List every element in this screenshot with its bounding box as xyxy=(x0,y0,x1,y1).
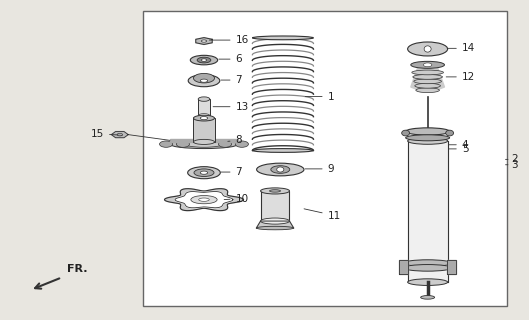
Ellipse shape xyxy=(188,75,220,87)
Ellipse shape xyxy=(200,116,208,120)
Ellipse shape xyxy=(194,115,214,121)
Ellipse shape xyxy=(200,171,208,174)
Text: 10: 10 xyxy=(224,194,249,204)
Text: 5: 5 xyxy=(449,144,469,154)
Ellipse shape xyxy=(252,148,314,152)
Ellipse shape xyxy=(261,218,289,224)
Ellipse shape xyxy=(402,130,409,136)
Ellipse shape xyxy=(202,40,207,42)
Ellipse shape xyxy=(198,114,210,117)
Text: 7: 7 xyxy=(221,167,242,177)
Polygon shape xyxy=(411,67,444,90)
Bar xyxy=(194,118,214,142)
Ellipse shape xyxy=(194,140,214,144)
Ellipse shape xyxy=(406,135,450,141)
Ellipse shape xyxy=(200,79,208,82)
Ellipse shape xyxy=(269,190,280,192)
Ellipse shape xyxy=(197,57,211,63)
Text: 4: 4 xyxy=(449,140,469,150)
Ellipse shape xyxy=(188,167,220,179)
Ellipse shape xyxy=(277,167,284,172)
Ellipse shape xyxy=(408,42,448,56)
Ellipse shape xyxy=(160,141,172,147)
Polygon shape xyxy=(170,139,238,142)
Ellipse shape xyxy=(252,36,314,40)
Bar xyxy=(261,191,289,221)
Polygon shape xyxy=(165,189,243,211)
Text: 11: 11 xyxy=(304,209,341,220)
Bar xyxy=(198,99,210,116)
Text: FR.: FR. xyxy=(67,264,88,274)
Ellipse shape xyxy=(404,260,452,267)
Polygon shape xyxy=(448,260,456,274)
Ellipse shape xyxy=(404,265,452,271)
Ellipse shape xyxy=(176,141,189,147)
Text: 3: 3 xyxy=(506,160,517,170)
Text: 16: 16 xyxy=(209,35,249,45)
Ellipse shape xyxy=(408,138,448,144)
Text: 13: 13 xyxy=(213,102,249,112)
Text: 7: 7 xyxy=(221,75,242,85)
Ellipse shape xyxy=(257,163,304,176)
Ellipse shape xyxy=(414,79,441,84)
Ellipse shape xyxy=(413,75,442,79)
Text: 12: 12 xyxy=(446,72,475,82)
Text: 8: 8 xyxy=(228,135,242,145)
Ellipse shape xyxy=(194,73,214,83)
Polygon shape xyxy=(196,38,212,44)
Ellipse shape xyxy=(406,128,450,135)
Text: 2: 2 xyxy=(506,154,517,164)
Ellipse shape xyxy=(423,63,432,67)
Text: 1: 1 xyxy=(305,92,334,101)
Ellipse shape xyxy=(421,296,435,299)
Polygon shape xyxy=(175,191,233,208)
Polygon shape xyxy=(408,141,448,282)
Bar xyxy=(143,11,507,306)
Polygon shape xyxy=(257,221,294,228)
Polygon shape xyxy=(399,260,408,274)
Text: 9: 9 xyxy=(305,164,334,174)
Ellipse shape xyxy=(424,46,431,52)
Ellipse shape xyxy=(235,141,249,147)
Ellipse shape xyxy=(445,130,453,136)
Ellipse shape xyxy=(408,279,448,285)
Text: 6: 6 xyxy=(219,54,242,64)
Ellipse shape xyxy=(190,55,217,65)
Ellipse shape xyxy=(170,140,238,148)
Ellipse shape xyxy=(185,141,223,147)
Ellipse shape xyxy=(271,166,290,173)
Ellipse shape xyxy=(416,88,440,92)
Text: 15: 15 xyxy=(91,129,122,139)
Ellipse shape xyxy=(411,61,444,68)
Ellipse shape xyxy=(261,188,289,194)
Ellipse shape xyxy=(198,97,210,101)
Ellipse shape xyxy=(412,70,443,75)
Ellipse shape xyxy=(194,169,214,177)
Ellipse shape xyxy=(199,198,209,201)
Ellipse shape xyxy=(257,226,294,230)
Ellipse shape xyxy=(218,141,232,147)
Ellipse shape xyxy=(415,84,441,88)
Text: 14: 14 xyxy=(447,43,475,53)
Ellipse shape xyxy=(117,133,122,136)
Ellipse shape xyxy=(202,59,207,61)
Polygon shape xyxy=(112,132,128,138)
Ellipse shape xyxy=(191,196,217,204)
